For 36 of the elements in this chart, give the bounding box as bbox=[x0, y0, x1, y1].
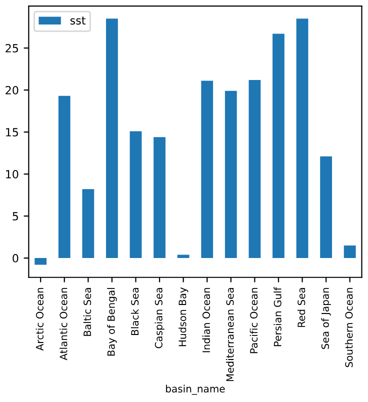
x-tick-label: Atlantic Ocean bbox=[60, 288, 68, 360]
bar bbox=[177, 254, 190, 258]
x-tick-label: Pacific Ocean bbox=[250, 288, 258, 354]
x-tick-label: Mediterranean Sea bbox=[226, 288, 234, 382]
bar bbox=[248, 80, 261, 258]
bar bbox=[201, 80, 214, 258]
x-tick-label: Indian Ocean bbox=[202, 288, 210, 352]
bar bbox=[106, 18, 118, 258]
bar bbox=[344, 245, 356, 258]
bar bbox=[130, 131, 142, 258]
x-axis-title: basin_name bbox=[166, 384, 225, 395]
bar bbox=[154, 137, 166, 258]
y-tick-label: 20 bbox=[6, 86, 18, 94]
y-tick-label: 5 bbox=[12, 212, 18, 220]
bar bbox=[58, 96, 70, 258]
bar bbox=[272, 34, 284, 258]
x-tick-label: Baltic Sea bbox=[83, 288, 92, 336]
y-tick-label: 15 bbox=[6, 128, 18, 136]
y-tick-label: 0 bbox=[12, 254, 18, 262]
bar bbox=[82, 189, 94, 258]
x-tick-label: Hudson Bay bbox=[178, 287, 188, 346]
bar bbox=[224, 90, 237, 258]
y-tick-label: 10 bbox=[6, 170, 18, 178]
x-tick-label: Black Sea bbox=[130, 288, 139, 335]
legend-label: sst bbox=[70, 16, 86, 25]
x-tick-label: Southern Ocean bbox=[345, 288, 353, 368]
bar bbox=[320, 156, 332, 258]
x-tick-label: Arctic Ocean bbox=[36, 288, 44, 351]
x-tick-label: Red Sea bbox=[297, 288, 306, 327]
bar bbox=[34, 258, 47, 265]
x-tick-label: Bay of Bengal bbox=[107, 288, 117, 356]
x-tick-label: Sea of Japan bbox=[321, 288, 331, 349]
x-tick-label: Persian Gulf bbox=[274, 286, 282, 346]
y-tick-label: 25 bbox=[6, 44, 18, 52]
bar bbox=[296, 18, 308, 258]
x-tick-label: Caspian Sea bbox=[154, 288, 164, 348]
